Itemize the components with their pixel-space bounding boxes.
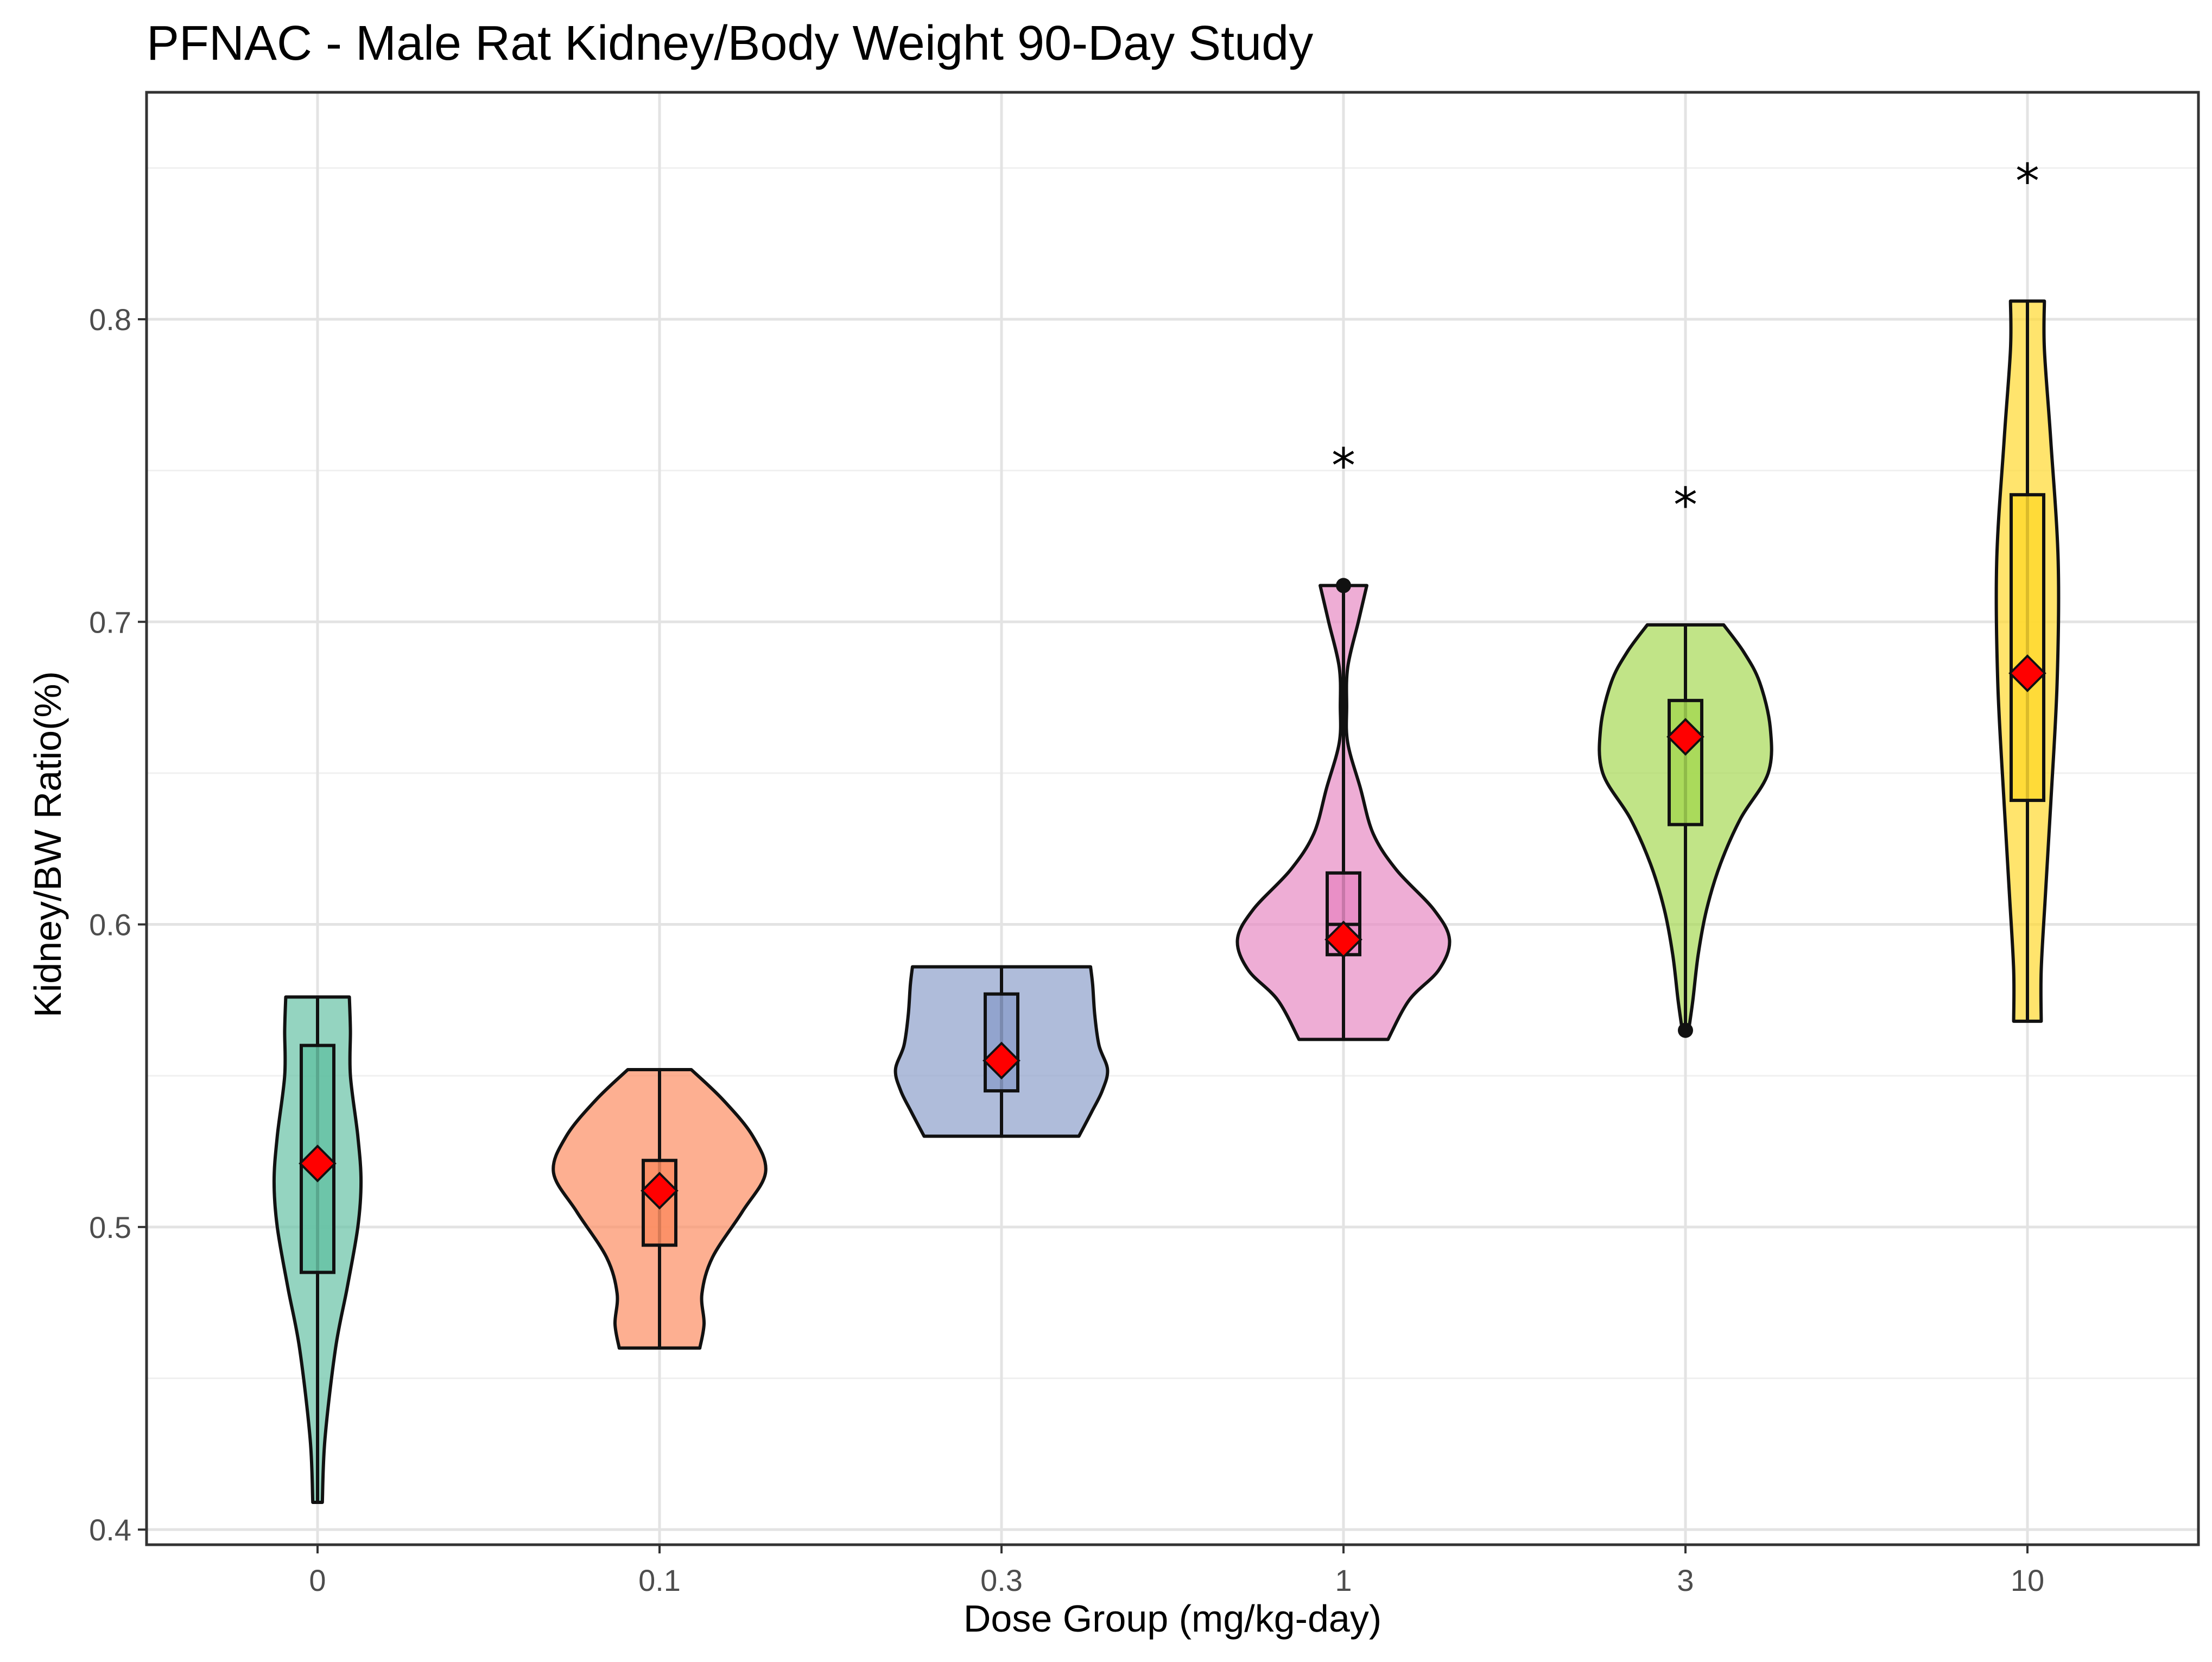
- mean-marker: [641, 1172, 679, 1210]
- y-axis-title: Kidney/BW Ratio(%): [27, 671, 69, 1018]
- significance-star: *: [1332, 438, 1355, 494]
- outlier-point: [1336, 578, 1351, 593]
- x-tick-label: 0.1: [638, 1563, 681, 1597]
- y-tick-label: 0.5: [89, 1210, 131, 1244]
- plot-area: 0.4 0.5 0.6 0.7 0.8 0 0.1 0.3 1 3 10 * * *: [89, 91, 2200, 1597]
- x-tick-label: 10: [2011, 1563, 2044, 1597]
- iqr-box: [2010, 493, 2045, 802]
- mean-marker: [2008, 654, 2046, 692]
- significance-star: *: [1674, 477, 1697, 533]
- outlier-point: [1678, 1022, 1693, 1038]
- significance-star: *: [2015, 154, 2039, 210]
- mean-marker: [1666, 718, 1704, 756]
- y-tick-label: 0.4: [89, 1513, 131, 1547]
- y-tick-label: 0.8: [89, 302, 131, 337]
- mean-marker: [299, 1144, 337, 1183]
- x-tick-label: 0: [309, 1563, 326, 1597]
- mean-marker: [983, 1041, 1021, 1080]
- y-tick-label: 0.7: [89, 605, 131, 639]
- plot-border: [145, 91, 2200, 1546]
- x-tick-label: 1: [1335, 1563, 1352, 1597]
- x-tick-label: 0.3: [980, 1563, 1023, 1597]
- y-tick-label: 0.6: [89, 908, 131, 942]
- x-tick-label: 3: [1677, 1563, 1694, 1597]
- x-axis-title: Dose Group (mg/kg-day): [964, 1597, 1381, 1640]
- mean-marker: [1324, 920, 1362, 959]
- plot-background: [147, 92, 2198, 1545]
- chart-title: PFNAC - Male Rat Kidney/Body Weight 90-D…: [147, 16, 1313, 71]
